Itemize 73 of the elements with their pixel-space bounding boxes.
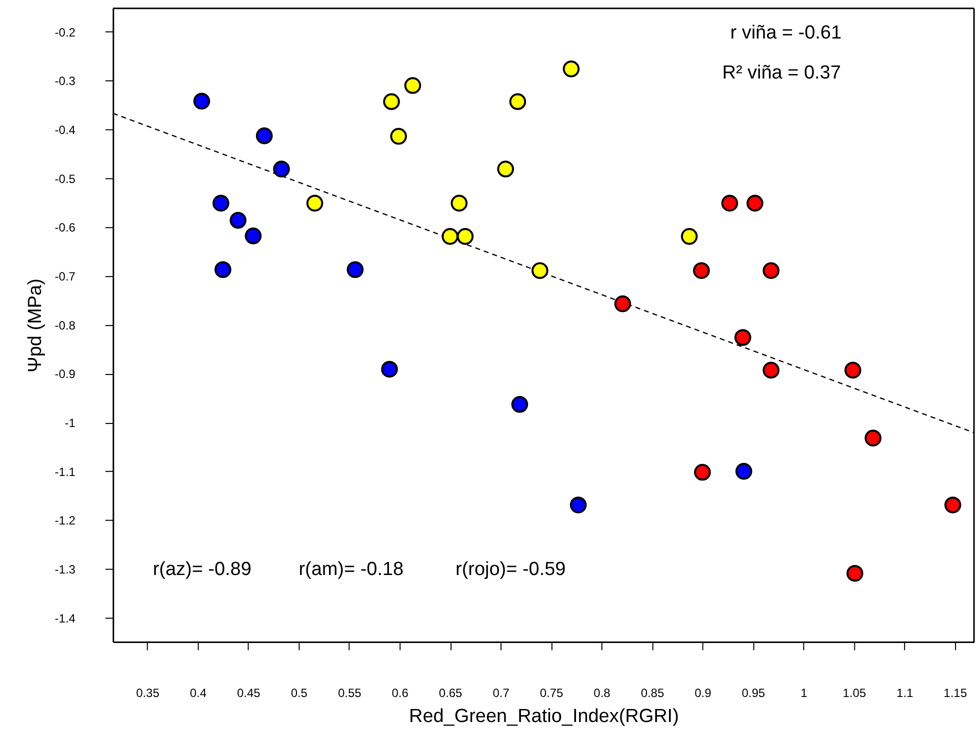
x-tick-label: 0.5 (290, 686, 308, 700)
annotation: r(rojo)= -0.59 (456, 558, 566, 580)
point (390, 128, 407, 145)
annotation: R² viña = 0.37 (722, 62, 841, 84)
y-tick-label: -0.2 (54, 25, 76, 40)
point (212, 194, 230, 212)
x-axis-title: Red_Green_Ratio_Index(RGRI) (408, 706, 679, 728)
x-tick-label: 1.05 (842, 686, 866, 700)
point (383, 93, 400, 110)
y-tick-label: -0.7 (54, 269, 76, 284)
x-tick-label: 0.85 (640, 686, 664, 700)
point (746, 194, 764, 212)
point (721, 194, 738, 212)
point (306, 194, 324, 212)
point (244, 228, 262, 244)
y-tick-label: -0.8 (54, 318, 76, 332)
point (864, 430, 882, 446)
y-tick-label: -0.9 (54, 367, 76, 382)
point (734, 329, 752, 346)
x-tick-label: 0.35 (136, 686, 160, 700)
x-tick-label: 0.95 (742, 686, 766, 700)
y-tick-label: -1.2 (54, 514, 76, 528)
point (570, 496, 587, 514)
y-tick-label: -0.4 (54, 122, 76, 137)
point (456, 228, 474, 245)
x-tick-label: 0.8 (594, 686, 611, 700)
x-tick-label: 0.65 (438, 686, 463, 700)
point (532, 262, 548, 279)
point (762, 262, 780, 279)
y-tick-label: -0.3 (54, 74, 76, 88)
y-tick-label: -0.5 (54, 172, 76, 186)
annotation: r(am)= -0.18 (298, 558, 404, 580)
point (735, 462, 752, 480)
point (562, 60, 580, 78)
point (614, 295, 632, 312)
point (497, 160, 514, 178)
y-tick-label: -1.1 (54, 464, 76, 479)
point (193, 92, 210, 110)
x-tick-label: 1.1 (896, 686, 914, 700)
x-tick-label: 0.4 (190, 686, 207, 700)
point (256, 127, 273, 144)
point (214, 261, 232, 278)
point (511, 396, 528, 413)
x-tick-label: 0.6 (392, 686, 409, 700)
point (381, 360, 398, 378)
point (404, 77, 422, 94)
point (680, 228, 698, 245)
point (694, 464, 711, 481)
point (450, 194, 468, 212)
y-tick-label: -0.6 (54, 220, 76, 235)
point (346, 261, 364, 278)
point (762, 362, 780, 379)
x-tick-label: 0.75 (540, 686, 564, 700)
point (846, 564, 864, 582)
point (230, 212, 246, 229)
point (442, 228, 458, 245)
y-tick-label: -1.4 (54, 611, 76, 626)
point (844, 362, 862, 379)
annotation: r viña = -0.61 (730, 22, 842, 44)
x-tick-label: 0.9 (694, 686, 712, 700)
point (944, 496, 962, 514)
x-tick-label: 0.55 (338, 686, 362, 700)
annotation: r(az)= -0.89 (152, 558, 252, 580)
y-tick-label: -1 (64, 416, 76, 430)
y-axis-title: Ψpd (MPa) (24, 278, 46, 372)
x-tick-label: 1 (800, 686, 808, 700)
x-tick-label: 1.15 (944, 686, 968, 700)
point (693, 262, 710, 279)
point (509, 93, 526, 110)
x-tick-label: 0.45 (237, 686, 261, 700)
y-tick-label: -1.3 (54, 562, 76, 576)
point (273, 160, 290, 178)
x-tick-label: 0.7 (492, 686, 510, 700)
